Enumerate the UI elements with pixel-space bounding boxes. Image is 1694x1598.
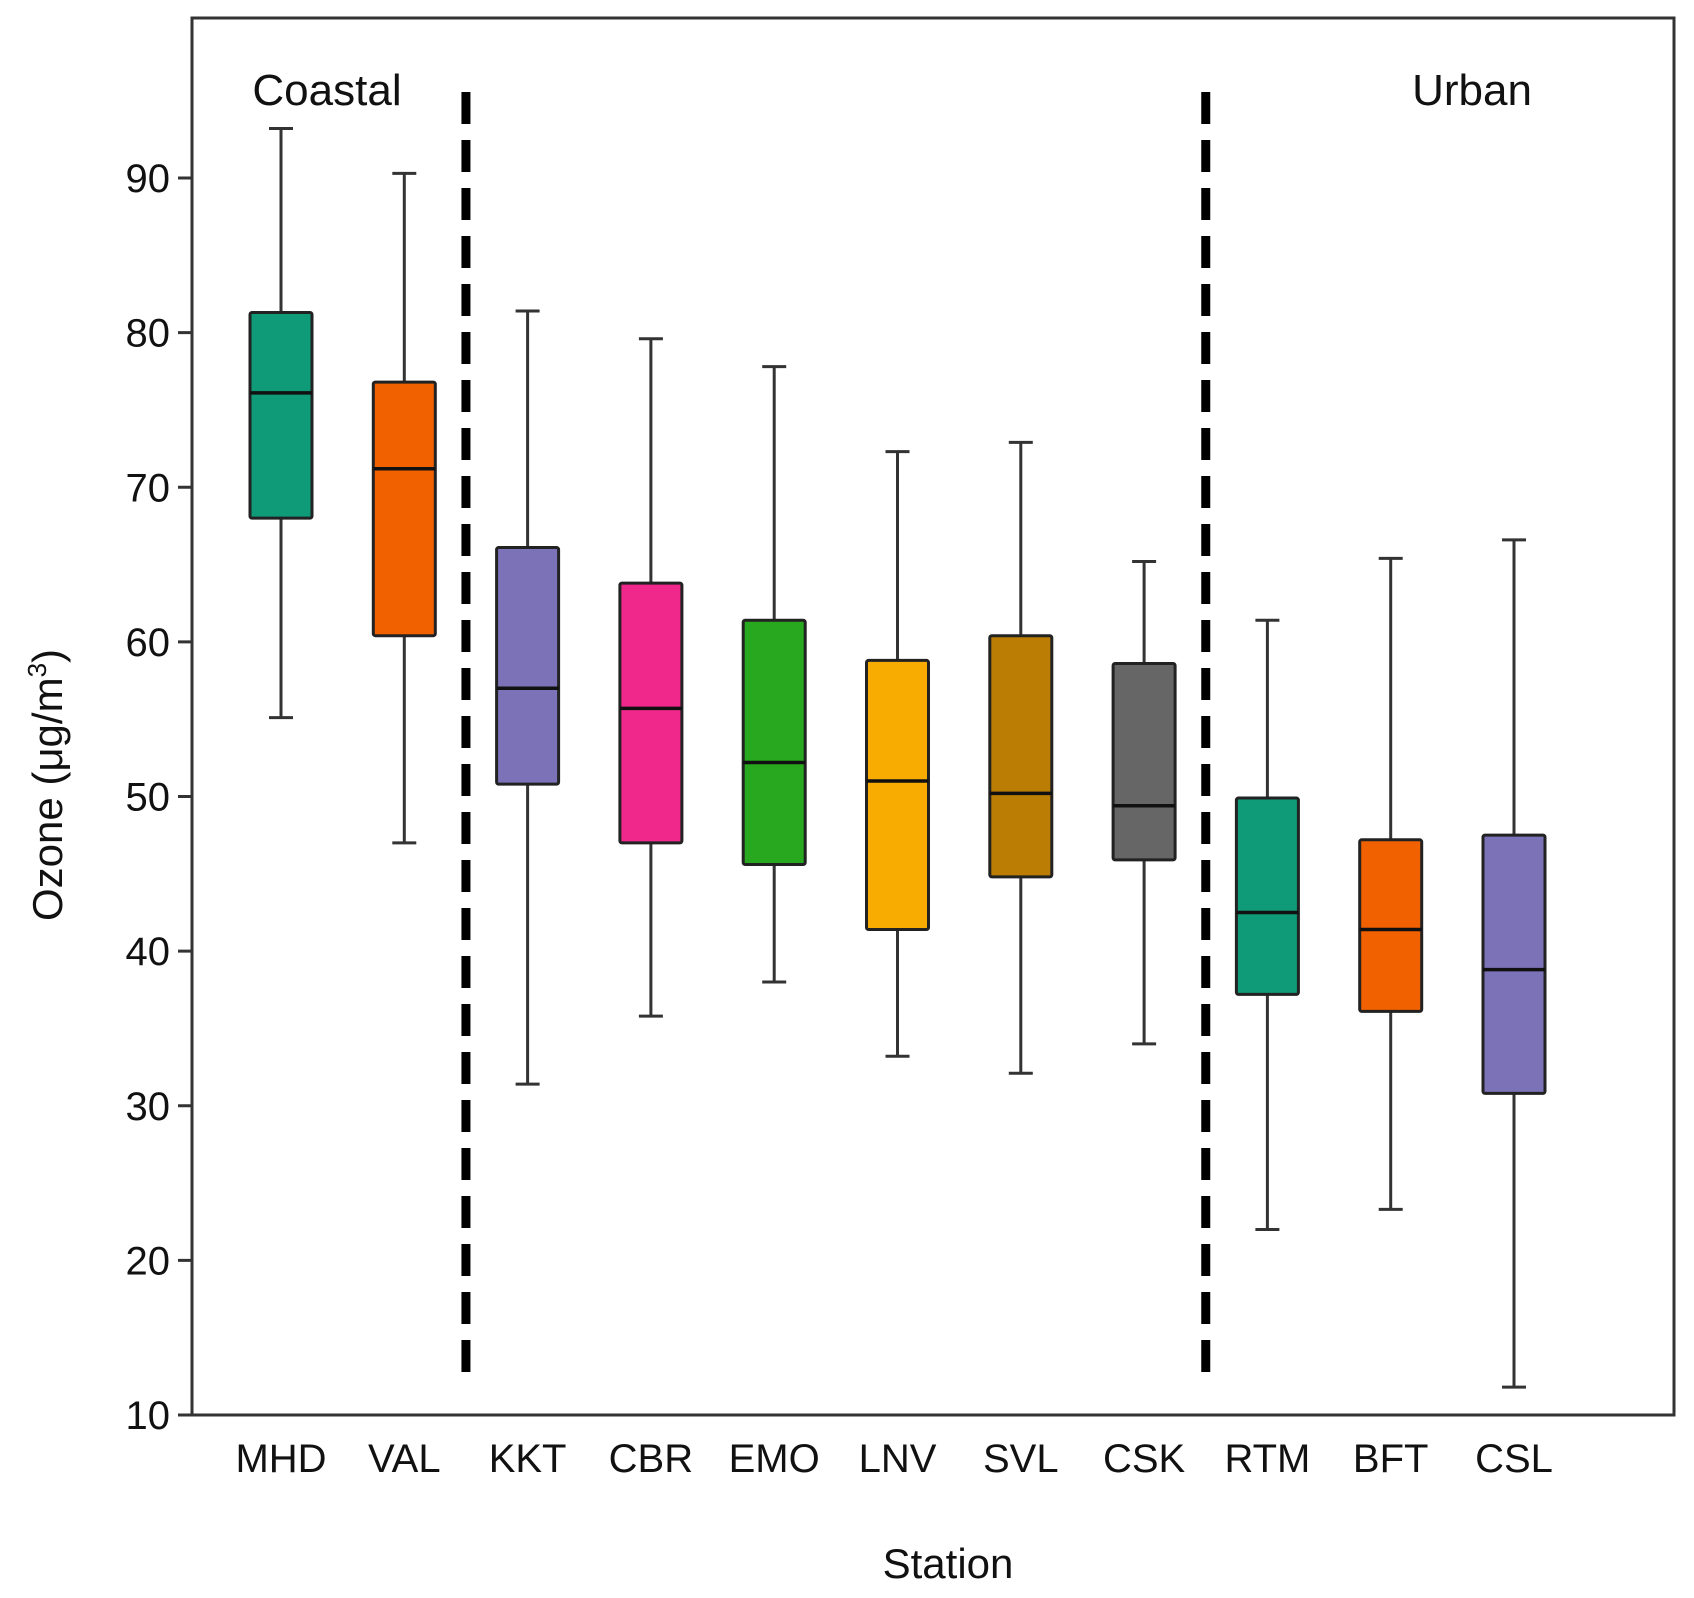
x-tick-label-emo: EMO bbox=[729, 1437, 820, 1481]
box-svl bbox=[988, 440, 1054, 1075]
box-mhd bbox=[248, 127, 314, 720]
y-axis-title-superscript: 3 bbox=[22, 663, 52, 677]
iqr-box bbox=[865, 658, 930, 931]
y-tick-label-20: 20 bbox=[126, 1239, 171, 1283]
region-label-urban: Urban bbox=[1412, 66, 1532, 115]
box-kkt bbox=[495, 309, 561, 1086]
box-cbr bbox=[618, 337, 684, 1018]
y-tick-label-80: 80 bbox=[126, 312, 171, 356]
x-axis-title: Station bbox=[883, 1540, 1014, 1587]
iqr-box bbox=[741, 618, 807, 867]
box-lnv bbox=[865, 450, 930, 1058]
y-tick-label-50: 50 bbox=[126, 776, 171, 820]
region-dividers bbox=[461, 92, 1211, 1388]
region-labels: Coastal Urban bbox=[252, 66, 1532, 115]
x-tick-label-rtm: RTM bbox=[1224, 1437, 1310, 1481]
box-val bbox=[371, 171, 437, 845]
x-tick-label-svl: SVL bbox=[983, 1437, 1059, 1481]
iqr-box bbox=[988, 634, 1054, 879]
boxes-layer bbox=[248, 127, 1547, 1389]
y-axis: 10 20 30 40 50 60 70 80 90 bbox=[126, 157, 192, 1438]
y-tick-label-30: 30 bbox=[126, 1085, 171, 1129]
iqr-box bbox=[1481, 833, 1547, 1095]
x-axis: MHD VAL KKT CBR EMO LNV SVL CSK RTM BFT CSL bbox=[235, 1437, 1552, 1481]
x-tick-label-lnv: LNV bbox=[859, 1437, 937, 1481]
box-bft bbox=[1358, 556, 1424, 1211]
y-axis-title-close: ) bbox=[24, 649, 71, 663]
y-tick-label-90: 90 bbox=[126, 157, 171, 201]
y-tick-label-10: 10 bbox=[126, 1394, 171, 1438]
iqr-box bbox=[495, 546, 561, 786]
iqr-box bbox=[371, 380, 437, 638]
plot-frame bbox=[190, 16, 1676, 1417]
x-tick-label-bft: BFT bbox=[1353, 1437, 1429, 1481]
x-tick-label-csl: CSL bbox=[1475, 1437, 1553, 1481]
box-csk bbox=[1111, 559, 1177, 1046]
region-label-coastal: Coastal bbox=[252, 66, 401, 115]
iqr-box bbox=[248, 311, 314, 520]
x-tick-label-mhd: MHD bbox=[235, 1437, 326, 1481]
x-tick-label-cbr: CBR bbox=[609, 1437, 693, 1481]
y-tick-label-60: 60 bbox=[126, 621, 171, 665]
box-csl bbox=[1481, 538, 1547, 1389]
x-tick-label-val: VAL bbox=[368, 1437, 441, 1481]
y-axis-title: Ozone (μg/m3) bbox=[22, 649, 71, 921]
iqr-box bbox=[1358, 838, 1424, 1013]
iqr-box bbox=[1234, 796, 1300, 996]
box-emo bbox=[741, 365, 807, 984]
y-tick-label-70: 70 bbox=[126, 466, 171, 510]
x-tick-label-kkt: KKT bbox=[489, 1437, 567, 1481]
x-tick-label-csk: CSK bbox=[1103, 1437, 1186, 1481]
iqr-box bbox=[1111, 662, 1177, 862]
iqr-box bbox=[618, 581, 684, 845]
y-axis-title-main: Ozone (μg/m bbox=[24, 677, 71, 921]
box-rtm bbox=[1234, 618, 1300, 1231]
y-tick-label-40: 40 bbox=[126, 930, 171, 974]
